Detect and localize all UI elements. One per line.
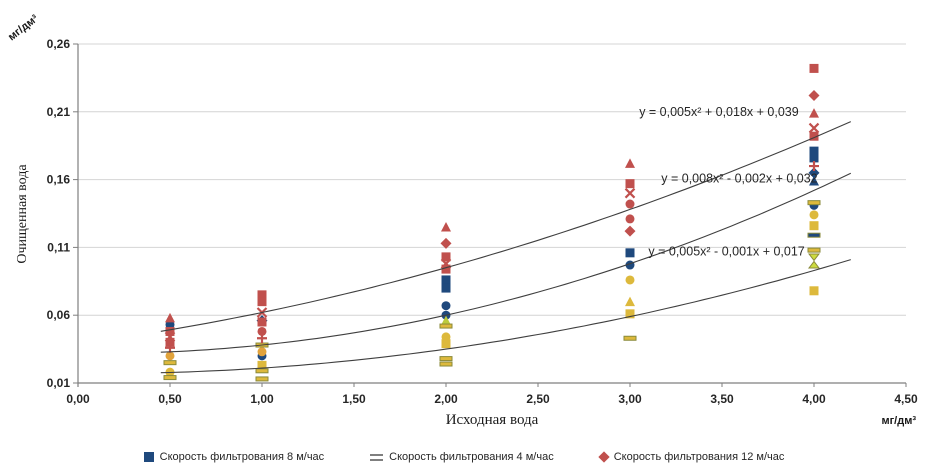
legend-item-12: Скорость фильтрования 12 м/час (598, 451, 785, 463)
data-point (441, 332, 451, 342)
x-tick-label: 3,50 (710, 392, 734, 406)
x-axis-title: Исходная вода (445, 412, 539, 428)
legend-item-4: Скорость фильтрования 4 м/час (370, 451, 554, 463)
x-tick-label: 1,00 (250, 392, 274, 406)
data-point (807, 232, 821, 238)
data-point (807, 260, 821, 269)
data-point (809, 108, 819, 118)
trendline-equation: y = 0,005x² - 0,001x + 0,017 (648, 245, 804, 259)
data-point (257, 326, 267, 336)
data-point (441, 283, 451, 293)
data-point (807, 200, 821, 206)
data-point (625, 309, 635, 319)
data-point (623, 335, 637, 341)
data-point (809, 153, 819, 163)
x-tick-label: 4,50 (894, 392, 918, 406)
x-tick-label: 3,00 (618, 392, 642, 406)
data-point (441, 339, 451, 349)
data-point (809, 63, 819, 73)
data-point (255, 368, 269, 374)
data-point (809, 221, 819, 231)
data-point (440, 237, 452, 249)
data-point (163, 360, 177, 366)
legend: Скорость фильтрования 8 м/час Скорость ф… (0, 451, 928, 463)
data-point (625, 179, 635, 189)
data-point (809, 161, 819, 172)
legend-marker-diamond-icon (598, 451, 610, 463)
data-point (165, 342, 175, 353)
data-point (809, 175, 819, 186)
data-point (625, 248, 635, 258)
data-point (439, 361, 453, 367)
legend-label: Скорость фильтрования 12 м/час (613, 451, 785, 463)
data-point (439, 323, 453, 329)
data-point (165, 326, 175, 336)
data-point (441, 264, 451, 274)
trend-line (160, 259, 851, 374)
y-tick-label: 0,21 (47, 105, 71, 119)
data-point (625, 158, 635, 168)
x-tick-label: 4,00 (802, 392, 826, 406)
trend-line (160, 121, 852, 332)
data-point (439, 356, 453, 362)
data-point (808, 90, 820, 102)
data-point (163, 375, 177, 381)
data-point (165, 337, 175, 347)
data-point (441, 222, 451, 232)
data-point (257, 333, 267, 344)
data-point (165, 320, 175, 330)
data-point (625, 296, 635, 307)
data-point (624, 225, 636, 237)
data-point (807, 253, 821, 262)
data-point (257, 290, 267, 300)
data-point (255, 376, 269, 382)
y-tick-label: 0,26 (47, 37, 71, 51)
legend-marker-square-icon (143, 452, 154, 462)
data-point (625, 275, 635, 285)
x-tick-label: 2,50 (526, 392, 550, 406)
data-point (441, 275, 451, 285)
data-point (257, 347, 267, 357)
data-point (625, 199, 635, 209)
x-axis-unit-label: мг/дм³ (881, 415, 916, 427)
data-point (808, 122, 820, 134)
trend-line (160, 172, 852, 353)
data-point (808, 167, 820, 179)
x-tick-label: 0,50 (158, 392, 182, 406)
data-point (441, 301, 451, 311)
data-point (257, 360, 267, 370)
trendline-equation: y = 0,005x² + 0,018x + 0,039 (639, 105, 799, 119)
legend-label: Скорость фильтрования 8 м/час (159, 451, 325, 463)
data-point (809, 131, 819, 141)
data-point (441, 315, 451, 326)
data-point (809, 146, 819, 156)
legend-marker-dash-icon (370, 453, 384, 461)
y-tick-label: 0,11 (47, 240, 70, 254)
data-point (257, 317, 267, 327)
scatter-plot: 0,01 0,06 0,11 0,16 0,21 0,26 0,00 0,50 1,00 1,50… (47, 37, 918, 406)
trendline-equation: y = 0,008x² - 0,002x + 0,032 (661, 171, 817, 185)
data-point (809, 286, 819, 296)
y-tick-label: 0,01 (47, 376, 71, 390)
data-point (624, 187, 636, 199)
data-point (165, 351, 175, 361)
y-tick-label: 0,06 (47, 308, 71, 322)
data-point (807, 247, 821, 253)
x-tick-label: 1,50 (342, 392, 366, 406)
data-point (165, 312, 175, 323)
x-tick-label: 0,00 (66, 392, 90, 406)
data-point (809, 210, 819, 220)
data-point (441, 252, 451, 262)
x-tick-label: 2,00 (434, 392, 458, 406)
legend-label: Скорость фильтрования 4 м/час (389, 451, 554, 463)
y-tick-label: 0,16 (47, 173, 71, 187)
legend-item-8: Скорость фильтрования 8 м/час (143, 451, 325, 463)
data-point (257, 297, 267, 307)
data-point (625, 214, 635, 224)
